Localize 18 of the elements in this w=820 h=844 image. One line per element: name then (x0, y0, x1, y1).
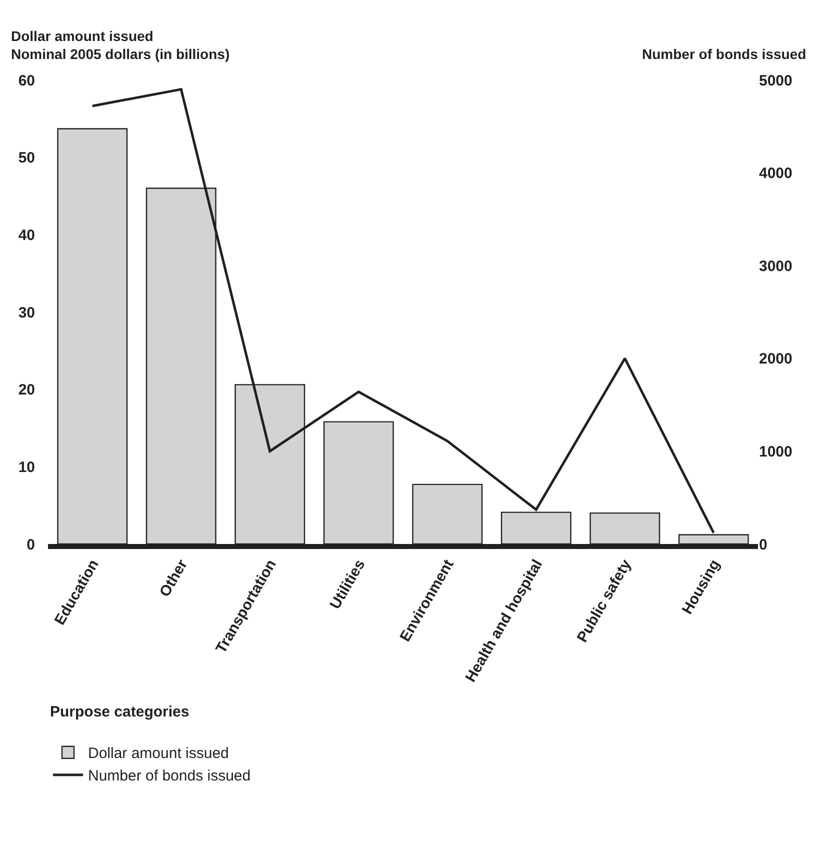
y-axis-title: Dollar amount issued Nominal 2005 dollars (in billions) (11, 28, 230, 62)
legend-label: Dollar amount issued (88, 745, 229, 762)
y2-tick-label: 1000 (759, 443, 792, 460)
y2-tick-label: 4000 (759, 165, 792, 182)
y-tick-label: 0 (26, 536, 35, 554)
y-tick-label: 50 (18, 150, 35, 167)
y2-tick-label: 5000 (759, 72, 792, 90)
y2-tick-label: 2000 (759, 350, 792, 368)
y-tick-label: 20 (18, 382, 35, 399)
y2-tick-label: 0 (759, 536, 768, 554)
y-tick-label: 60 (18, 72, 35, 90)
y-tick-label: 40 (18, 226, 35, 244)
y-tick-label: 30 (18, 304, 35, 322)
y2-axis-title: Number of bonds issued (642, 46, 806, 62)
legend-label: Number of bonds issued (88, 768, 251, 785)
legend-title: Purpose categories (50, 704, 190, 721)
y-tick-label: 10 (18, 458, 35, 476)
y2-tick-label: 3000 (759, 258, 792, 275)
